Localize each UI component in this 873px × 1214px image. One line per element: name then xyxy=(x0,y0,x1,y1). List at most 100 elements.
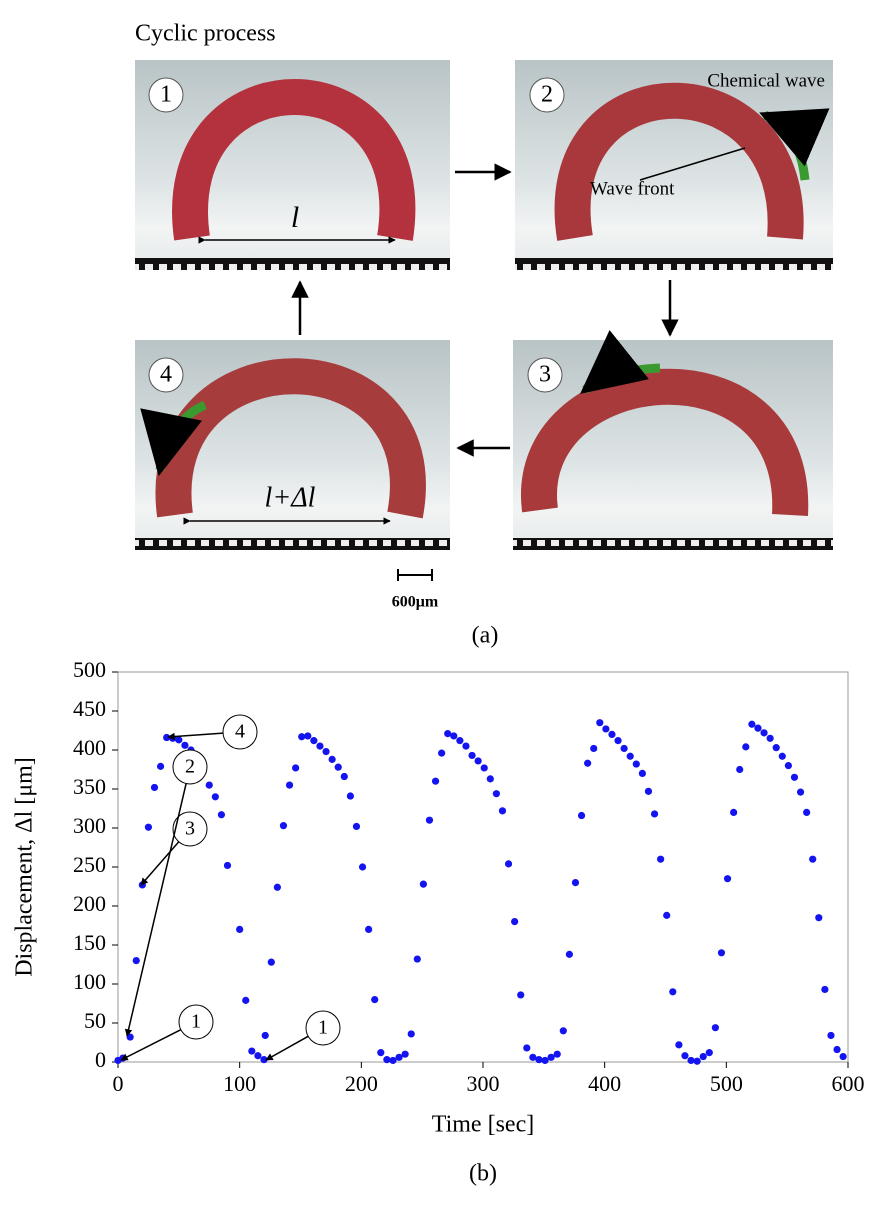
panel-number: 1 xyxy=(160,82,172,108)
y-tick-label: 50 xyxy=(84,1008,106,1033)
point xyxy=(644,787,653,795)
point xyxy=(565,950,573,958)
point xyxy=(614,737,622,745)
annotation-circle xyxy=(178,1004,214,1040)
point xyxy=(480,764,488,772)
point xyxy=(144,823,153,831)
x-tick-label: 300 xyxy=(467,1071,500,1096)
point xyxy=(523,1044,531,1052)
point xyxy=(827,1031,835,1040)
y-tick-label: 350 xyxy=(73,774,106,799)
y-tick-label: 300 xyxy=(73,813,106,838)
point xyxy=(242,996,250,1004)
point xyxy=(217,811,226,819)
photo-2 xyxy=(515,60,833,270)
annotation-label: 1 xyxy=(191,1011,201,1033)
y-tick-label: 450 xyxy=(73,696,106,721)
point xyxy=(821,985,829,994)
annotation-arrow xyxy=(124,783,187,1037)
point xyxy=(632,760,640,768)
point xyxy=(547,1053,555,1061)
cycle-arrows xyxy=(291,163,679,457)
photo-4 xyxy=(135,340,450,550)
point xyxy=(590,744,598,753)
point xyxy=(456,737,464,745)
point xyxy=(669,988,677,996)
point xyxy=(340,772,348,781)
point xyxy=(248,1047,256,1055)
annotation-label: 3 xyxy=(185,818,195,840)
y-axis-label: Displacement, Δl [μm] xyxy=(12,757,38,977)
annotation-arrow xyxy=(265,1035,309,1061)
point xyxy=(778,752,786,760)
point xyxy=(529,1053,537,1061)
panel-numbers xyxy=(148,77,565,393)
x-tick-label: 200 xyxy=(345,1071,378,1096)
point xyxy=(602,725,610,733)
point xyxy=(571,879,580,887)
annotation-circle xyxy=(172,811,208,847)
point xyxy=(754,724,762,732)
point xyxy=(450,732,458,740)
y-tick-label: 400 xyxy=(73,735,106,760)
point xyxy=(796,788,805,796)
point xyxy=(365,925,373,934)
point xyxy=(254,1052,262,1060)
point xyxy=(723,875,732,883)
point xyxy=(383,1056,391,1064)
figure-title: Cyclic process xyxy=(135,21,276,47)
point xyxy=(395,1053,403,1061)
point xyxy=(596,719,604,727)
point xyxy=(620,744,628,753)
point xyxy=(425,816,434,824)
point xyxy=(577,811,586,820)
point xyxy=(328,755,336,763)
point xyxy=(322,747,330,756)
point xyxy=(316,742,324,750)
annotation-circle xyxy=(305,1010,341,1046)
point xyxy=(517,991,525,999)
point xyxy=(766,734,774,742)
point xyxy=(657,855,665,863)
scale-bar xyxy=(397,569,433,581)
point xyxy=(298,733,306,741)
point xyxy=(717,949,726,957)
panel-number: 4 xyxy=(160,362,172,388)
panel-number: 2 xyxy=(541,82,553,108)
point xyxy=(705,1049,713,1057)
point xyxy=(760,729,768,737)
point xyxy=(699,1052,707,1061)
caption-a: (a) xyxy=(472,623,499,649)
point xyxy=(541,1056,549,1065)
y-tick-label: 0 xyxy=(95,1047,106,1072)
point xyxy=(681,1052,689,1060)
point xyxy=(371,996,379,1004)
point xyxy=(132,957,140,965)
point xyxy=(663,911,671,919)
point xyxy=(839,1052,847,1061)
point xyxy=(279,822,288,830)
point xyxy=(181,741,189,749)
point xyxy=(431,777,440,785)
point xyxy=(730,808,738,817)
point xyxy=(292,764,300,772)
point xyxy=(559,1027,567,1035)
chemical-wave-label: Chemical wave xyxy=(707,70,825,91)
annotation-label: 4 xyxy=(235,721,245,743)
point xyxy=(211,793,219,801)
point xyxy=(492,790,500,798)
point xyxy=(156,762,165,770)
annotation-arrow xyxy=(140,841,180,886)
point xyxy=(267,958,275,966)
annotation-arrow xyxy=(167,732,224,741)
point xyxy=(608,730,616,739)
point xyxy=(511,918,519,926)
point xyxy=(790,773,799,781)
point xyxy=(413,955,421,963)
scale-label: 600μm xyxy=(392,594,439,611)
point xyxy=(833,1045,841,1054)
panel-number: 3 xyxy=(539,362,551,388)
x-tick-label: 0 xyxy=(113,1071,124,1096)
point xyxy=(377,1049,385,1057)
point xyxy=(650,810,659,818)
